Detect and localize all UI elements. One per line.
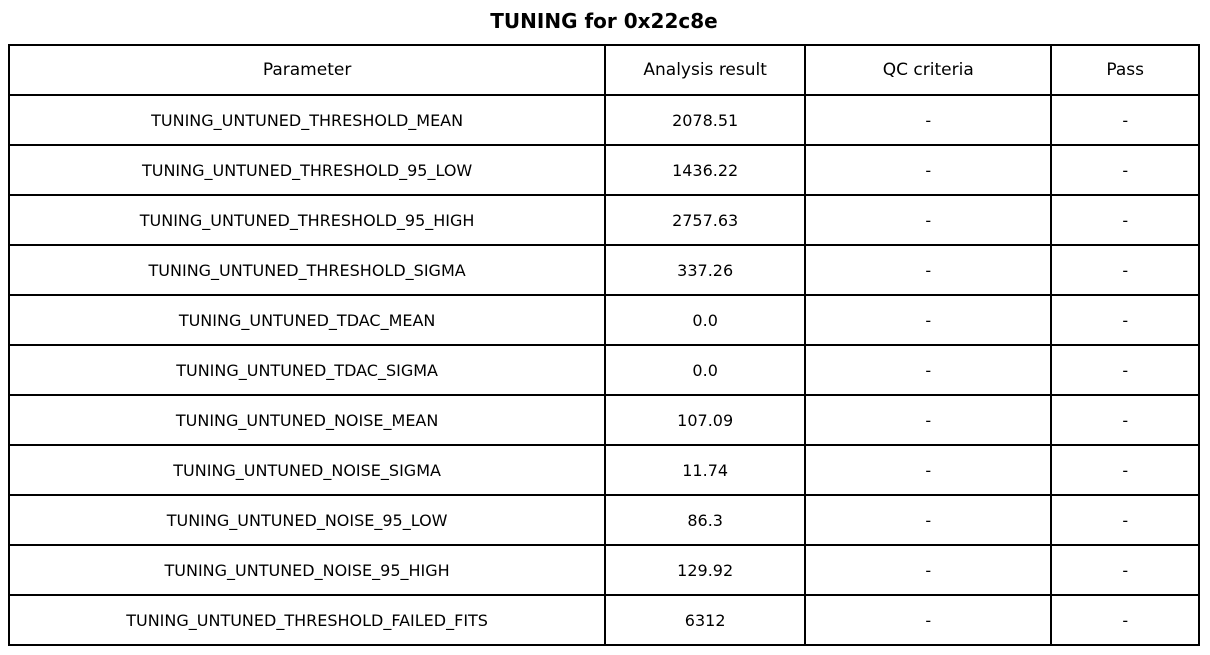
parameter-cell: TUNING_UNTUNED_THRESHOLD_SIGMA xyxy=(7,244,607,296)
qc-criteria-cell: - xyxy=(804,144,1053,196)
table-row: TUNING_UNTUNED_THRESHOLD_95_LOW 1436.22- - xyxy=(7,144,1200,196)
table-row: TUNING_UNTUNED_THRESHOLD_95_HIGH 2757.63-… xyxy=(7,194,1200,246)
analysis-result-cell: 6312 xyxy=(604,594,807,646)
analysis-result-cell: 337.26 xyxy=(604,244,807,296)
table-row: TUNING_UNTUNED_THRESHOLD_MEAN 2078.51- - xyxy=(7,94,1200,146)
qc-criteria-cell: - xyxy=(804,194,1053,246)
qc-criteria-cell: - xyxy=(804,344,1053,396)
qc-criteria-cell: - xyxy=(804,394,1053,446)
column-header-pass: Pass xyxy=(1050,44,1200,96)
pass-cell: - xyxy=(1050,394,1200,446)
qc-criteria-cell: - xyxy=(804,494,1053,546)
analysis-result-cell: 107.09 xyxy=(604,394,807,446)
pass-cell: - xyxy=(1050,544,1200,596)
table-row: TUNING_UNTUNED_TDAC_SIGMA 0.0- - xyxy=(7,344,1200,396)
page-title: TUNING for 0x22c8e xyxy=(490,9,718,33)
qc-criteria-cell: - xyxy=(804,94,1053,146)
column-header-qc-criteria: QC criteria xyxy=(804,44,1053,96)
analysis-result-cell: 0.0 xyxy=(604,344,807,396)
table-row: TUNING_UNTUNED_NOISE_MEAN 107.09- - xyxy=(7,394,1200,446)
table-row: TUNING_UNTUNED_TDAC_MEAN 0.0- - xyxy=(7,294,1200,346)
table-header-row: Parameter Analysis result QC criteria Pa… xyxy=(7,44,1200,96)
analysis-result-cell: 2078.51 xyxy=(604,94,807,146)
pass-cell: - xyxy=(1050,94,1200,146)
pass-cell: - xyxy=(1050,244,1200,296)
analysis-result-cell: 1436.22 xyxy=(604,144,807,196)
parameter-cell: TUNING_UNTUNED_THRESHOLD_95_HIGH xyxy=(7,194,607,246)
parameter-cell: TUNING_UNTUNED_NOISE_95_HIGH xyxy=(7,544,607,596)
pass-cell: - xyxy=(1050,444,1200,496)
table-body: TUNING_UNTUNED_THRESHOLD_MEAN 2078.51- - TU… xyxy=(7,94,1200,646)
parameter-cell: TUNING_UNTUNED_THRESHOLD_95_LOW xyxy=(7,144,607,196)
analysis-result-cell: 2757.63 xyxy=(604,194,807,246)
table-row: TUNING_UNTUNED_THRESHOLD_FAILED_FITS 6312… xyxy=(7,594,1200,646)
analysis-result-cell: 11.74 xyxy=(604,444,807,496)
qc-criteria-cell: - xyxy=(804,544,1053,596)
parameter-cell: TUNING_UNTUNED_NOISE_MEAN xyxy=(7,394,607,446)
table-header: Parameter Analysis result QC criteria Pa… xyxy=(7,44,1200,96)
column-header-analysis-result: Analysis result xyxy=(604,44,807,96)
parameter-cell: TUNING_UNTUNED_TDAC_SIGMA xyxy=(7,344,607,396)
parameter-cell: TUNING_UNTUNED_THRESHOLD_FAILED_FITS xyxy=(7,594,607,646)
pass-cell: - xyxy=(1050,194,1200,246)
parameter-cell: TUNING_UNTUNED_NOISE_95_LOW xyxy=(7,494,607,546)
tuning-results-table: Parameter Analysis result QC criteria Pa… xyxy=(7,44,1200,646)
table-row: TUNING_UNTUNED_NOISE_SIGMA 11.74- - xyxy=(7,444,1200,496)
table-row: TUNING_UNTUNED_NOISE_95_LOW 86.3- - xyxy=(7,494,1200,546)
qc-criteria-cell: - xyxy=(804,444,1053,496)
parameter-cell: TUNING_UNTUNED_THRESHOLD_MEAN xyxy=(7,94,607,146)
pass-cell: - xyxy=(1050,494,1200,546)
pass-cell: - xyxy=(1050,344,1200,396)
pass-cell: - xyxy=(1050,144,1200,196)
pass-cell: - xyxy=(1050,294,1200,346)
analysis-result-cell: 0.0 xyxy=(604,294,807,346)
column-header-parameter: Parameter xyxy=(7,44,607,96)
parameter-cell: TUNING_UNTUNED_NOISE_SIGMA xyxy=(7,444,607,496)
table-row: TUNING_UNTUNED_NOISE_95_HIGH 129.92- - xyxy=(7,544,1200,596)
parameter-cell: TUNING_UNTUNED_TDAC_MEAN xyxy=(7,294,607,346)
qc-criteria-cell: - xyxy=(804,244,1053,296)
analysis-result-cell: 129.92 xyxy=(604,544,807,596)
table-row: TUNING_UNTUNED_THRESHOLD_SIGMA 337.26- - xyxy=(7,244,1200,296)
analysis-result-cell: 86.3 xyxy=(604,494,807,546)
qc-criteria-cell: - xyxy=(804,294,1053,346)
pass-cell: - xyxy=(1050,594,1200,646)
qc-criteria-cell: - xyxy=(804,594,1053,646)
